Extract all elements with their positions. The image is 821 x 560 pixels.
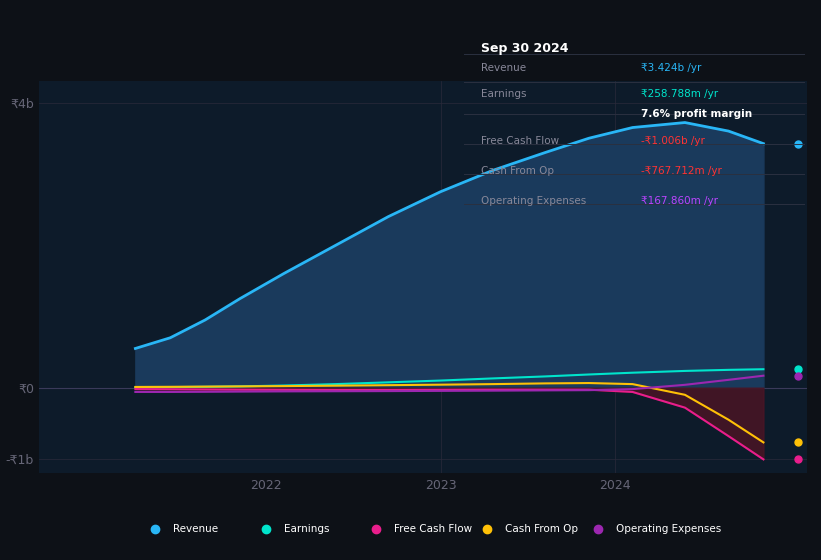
Text: ₹258.788m /yr: ₹258.788m /yr	[641, 88, 718, 99]
Text: -₹1.006b /yr: -₹1.006b /yr	[641, 136, 705, 146]
Text: Earnings: Earnings	[481, 88, 526, 99]
Text: Free Cash Flow: Free Cash Flow	[481, 136, 559, 146]
Text: ₹167.860m /yr: ₹167.860m /yr	[641, 196, 718, 206]
Text: Operating Expenses: Operating Expenses	[617, 524, 722, 534]
Text: -₹767.712m /yr: -₹767.712m /yr	[641, 166, 722, 176]
Text: 7.6% profit margin: 7.6% profit margin	[641, 109, 752, 119]
Text: ₹3.424b /yr: ₹3.424b /yr	[641, 63, 701, 73]
Text: Cash From Op: Cash From Op	[481, 166, 554, 176]
Text: Cash From Op: Cash From Op	[506, 524, 578, 534]
Text: Earnings: Earnings	[284, 524, 329, 534]
Text: Free Cash Flow: Free Cash Flow	[395, 524, 473, 534]
Text: Sep 30 2024: Sep 30 2024	[481, 42, 568, 55]
Text: Revenue: Revenue	[172, 524, 218, 534]
Text: Operating Expenses: Operating Expenses	[481, 196, 586, 206]
Text: Revenue: Revenue	[481, 63, 526, 73]
